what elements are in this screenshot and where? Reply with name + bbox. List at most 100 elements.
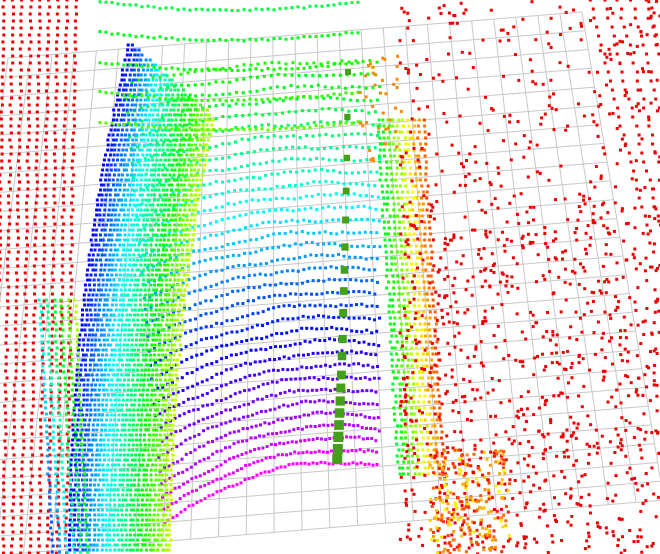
lidar-point xyxy=(142,278,145,282)
lidar-point xyxy=(110,348,114,352)
lidar-point xyxy=(214,233,218,237)
lidar-point xyxy=(107,448,111,452)
lidar-point xyxy=(92,323,96,327)
lidar-point xyxy=(142,226,146,230)
lidar-point xyxy=(163,333,167,337)
lidar-point xyxy=(75,334,79,338)
lidar-point xyxy=(12,467,16,471)
lidar-point xyxy=(167,368,171,372)
lidar-point xyxy=(104,258,108,262)
lidar-point xyxy=(284,378,288,382)
lidar-point xyxy=(113,393,117,397)
lidar-point xyxy=(113,283,117,287)
lidar-point xyxy=(132,318,135,322)
lidar-point xyxy=(122,348,126,352)
lidar-point xyxy=(184,331,187,335)
lidar-point xyxy=(112,288,116,292)
lidar-point xyxy=(320,410,324,414)
lidar-point xyxy=(174,403,178,407)
lidar-point xyxy=(133,148,137,152)
lidar-point xyxy=(61,236,65,240)
lidar-point xyxy=(101,518,105,522)
lidar-point xyxy=(240,137,244,141)
lidar-point xyxy=(48,502,52,506)
lidar-point xyxy=(154,458,158,462)
lidar-point xyxy=(65,0,69,2)
lidar-point xyxy=(298,377,302,381)
lidar-point xyxy=(210,336,213,340)
lidar-point xyxy=(154,163,158,167)
lidar-point xyxy=(293,242,297,246)
lidar-point xyxy=(46,33,50,37)
lidar-point xyxy=(155,438,159,442)
lidar-point xyxy=(34,236,38,240)
lidar-point xyxy=(273,124,277,128)
lidar-point xyxy=(67,466,71,470)
lidar-point xyxy=(111,328,115,332)
lidar-point xyxy=(34,201,38,205)
lidar-point xyxy=(27,166,31,170)
lidar-point xyxy=(214,93,218,97)
lidar-point xyxy=(112,373,116,377)
lidar-point xyxy=(192,198,196,202)
lidar-point xyxy=(156,513,160,517)
lidar-point xyxy=(113,398,117,402)
lidar-point xyxy=(195,203,198,207)
lidar-point xyxy=(170,176,174,180)
lidar-point xyxy=(110,353,114,357)
lidar-point xyxy=(171,213,175,217)
lidar-point xyxy=(54,166,57,170)
lidar-point xyxy=(139,183,143,187)
lidar-point xyxy=(75,346,79,350)
lidar-point xyxy=(193,303,197,307)
lidar-point xyxy=(132,153,136,157)
lidar-point xyxy=(134,278,138,282)
lidar-point xyxy=(151,163,155,167)
lidar-point xyxy=(131,113,135,117)
lidar-point xyxy=(303,439,307,442)
lidar-point xyxy=(54,502,58,506)
lidar-point xyxy=(102,303,106,307)
lidar-point xyxy=(77,508,81,512)
lidar-point xyxy=(320,107,324,111)
lidar-point xyxy=(153,63,157,67)
lidar-point xyxy=(73,513,77,517)
lidar-point xyxy=(312,376,316,380)
lidar-point xyxy=(74,398,78,402)
lidar-point xyxy=(306,389,310,393)
lidar-point xyxy=(181,228,184,232)
lidar-point xyxy=(190,128,194,132)
lidar-point xyxy=(369,99,373,103)
lidar-point xyxy=(57,5,61,9)
lidar-point xyxy=(153,393,157,397)
lidar-point xyxy=(363,463,367,466)
lidar-point xyxy=(155,453,159,457)
lidar-point xyxy=(43,250,47,254)
lidar-point xyxy=(41,313,45,317)
lidar-point xyxy=(65,424,69,428)
lidar-point xyxy=(149,528,153,532)
lidar-point xyxy=(150,143,154,147)
lidar-point xyxy=(157,253,161,257)
lidar-point xyxy=(102,468,105,472)
lidar-point xyxy=(144,503,147,507)
lidar-point xyxy=(70,358,74,362)
lidar-point xyxy=(285,416,289,420)
lidar-point xyxy=(60,442,64,446)
lidar-point xyxy=(123,288,127,292)
lidar-point xyxy=(146,448,150,452)
lidar-point xyxy=(123,378,126,382)
lidar-point xyxy=(361,244,365,248)
lidar-point xyxy=(33,215,37,219)
lidar-point xyxy=(375,329,379,333)
lidar-point xyxy=(108,523,112,527)
lidar-point xyxy=(183,303,187,307)
lidar-point xyxy=(318,303,322,307)
lidar-point xyxy=(266,382,270,386)
lidar-point xyxy=(189,113,193,117)
lidar-point xyxy=(56,523,60,527)
lidar-point xyxy=(166,263,170,267)
lidar-point xyxy=(167,448,171,452)
